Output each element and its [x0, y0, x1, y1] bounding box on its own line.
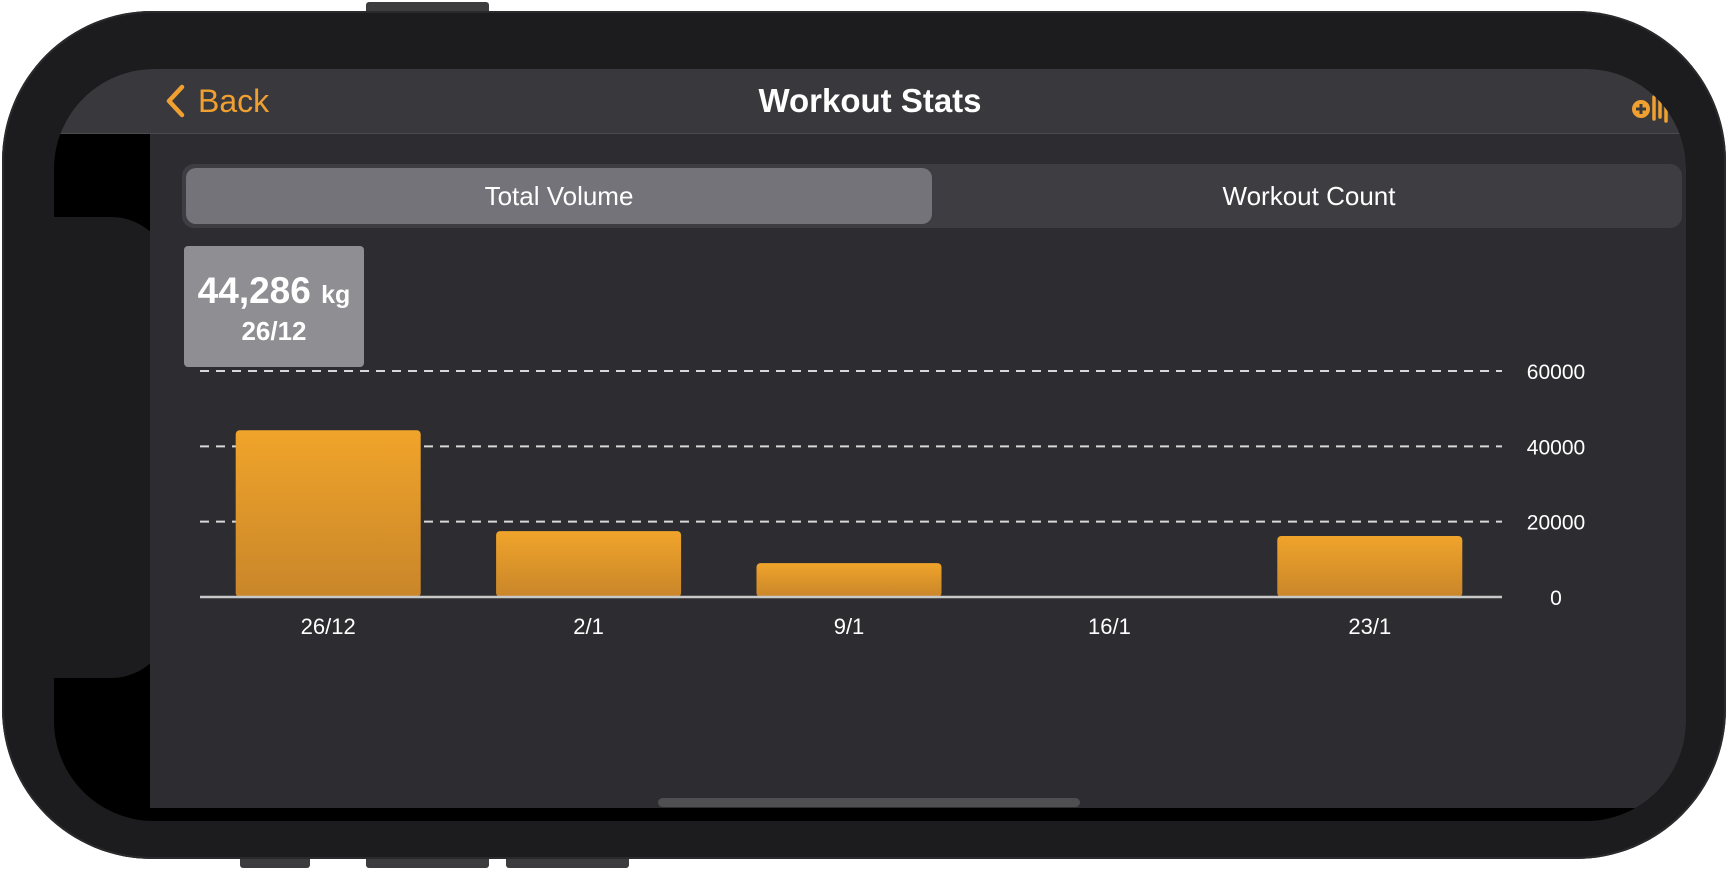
tooltip-value: 44,286 — [197, 270, 311, 311]
x-tick-label: 23/1 — [1348, 614, 1391, 639]
bottom-hardware-button-2 — [366, 856, 489, 868]
stats-content: Total Volume Workout Count 60000 40000 200… — [150, 134, 1686, 808]
volume-bar-chart: 60000 40000 20000 0 26/12 2/1 9/1 16/1 23/1 — [200, 361, 1585, 639]
chart-bar[interactable] — [496, 531, 682, 597]
selected-bar-tooltip: 44,286 kg 26/12 — [184, 246, 364, 367]
y-tick-label: 60000 — [1527, 361, 1585, 384]
tooltip-unit: kg — [321, 281, 351, 309]
bottom-hardware-button-3 — [506, 856, 629, 868]
x-tick-label: 2/1 — [573, 614, 604, 639]
screen: Back Workout Stats Total Volume Workout … — [54, 69, 1686, 821]
tab-total-volume[interactable]: Total Volume — [186, 168, 932, 224]
bottom-hardware-button-1 — [240, 856, 310, 868]
chart-bar[interactable] — [756, 563, 942, 597]
y-tick-label: 0 — [1550, 587, 1562, 610]
y-tick-label: 20000 — [1527, 512, 1585, 535]
device-frame: Back Workout Stats Total Volume Workout … — [2, 11, 1726, 859]
x-tick-label: 16/1 — [1088, 614, 1131, 639]
home-indicator — [658, 798, 1080, 807]
back-label: Back — [198, 82, 270, 119]
tooltip-date: 26/12 — [241, 316, 307, 346]
y-tick-label: 40000 — [1527, 436, 1585, 459]
metric-segmented-control: Total Volume Workout Count — [182, 164, 1682, 228]
tooltip-value-line: 44,286 kg — [184, 270, 364, 316]
x-tick-label: 26/12 — [301, 614, 356, 639]
chevron-left-icon — [166, 84, 185, 118]
navigation-bar: Back Workout Stats — [54, 69, 1686, 134]
back-button[interactable]: Back — [164, 81, 269, 121]
add-workout-icon[interactable] — [1630, 87, 1676, 123]
chart-bar[interactable] — [1277, 535, 1463, 597]
x-tick-label: 9/1 — [834, 614, 865, 639]
tab-workout-count[interactable]: Workout Count — [1222, 180, 1396, 211]
page-title: Workout Stats — [758, 82, 982, 119]
chart-bar[interactable] — [235, 430, 421, 597]
